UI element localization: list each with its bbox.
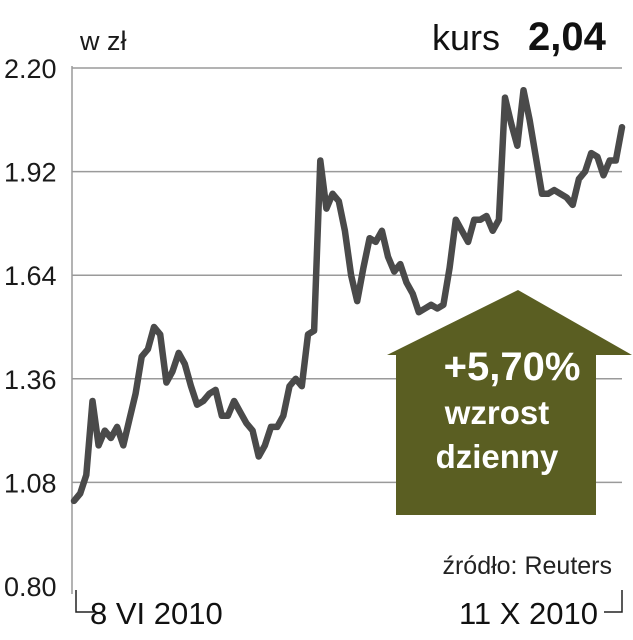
x-bracket-left [75,590,96,613]
source-label: źródło: Reuters [442,552,612,580]
badge-arrow-shape [387,290,632,515]
x-bracket-right [604,590,623,613]
kurs-value: 2,04 [528,15,607,59]
kurs-label: kurs [432,17,500,58]
change-badge: +5,70% wzrost dzienny [387,290,632,515]
y-tick-label: 1.92 [4,158,57,188]
y-tick-label: 1.36 [4,365,57,395]
badge-line2: dzienny [436,438,559,475]
x-axis-bracket [75,590,623,613]
y-tick-label: 2.20 [4,54,57,84]
badge-change: +5,70% [444,345,581,389]
price-line [70,86,626,505]
y-axis-ticks: 2.20 1.92 1.64 1.36 1.08 0.80 [4,54,57,602]
x-tick-start: 8 VI 2010 [90,596,223,631]
price-points [73,90,623,501]
unit-label: w zł [79,26,127,56]
x-tick-end: 11 X 2010 [459,596,598,631]
y-tick-label: 1.64 [4,261,57,291]
y-tick-label: 1.08 [4,468,57,498]
y-tick-label: 0.80 [4,572,57,602]
badge-line1: wzrost [444,394,550,431]
